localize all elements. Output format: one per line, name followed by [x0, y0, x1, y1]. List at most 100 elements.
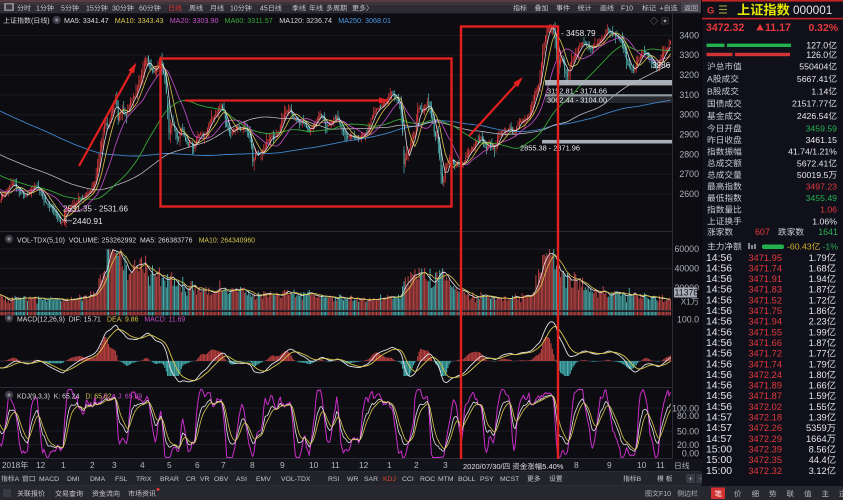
- svg-text:1.68: 1.68: [809, 263, 827, 273]
- svg-text:14:56: 14:56: [706, 295, 732, 306]
- svg-text:14:56: 14:56: [706, 381, 732, 392]
- svg-text:-: -: [700, 476, 703, 483]
- svg-text:3459.59: 3459.59: [806, 124, 838, 134]
- svg-text:MACD(12,26,9) DIF: 15.71: MACD(12,26,9) DIF: 15.71: [17, 317, 101, 324]
- svg-text:MA10: 264340960: MA10: 264340960: [199, 238, 255, 245]
- svg-text:1.14: 1.14: [811, 86, 828, 96]
- svg-text:3471.91: 3471.91: [748, 274, 782, 284]
- svg-text:WR: WR: [347, 476, 358, 483]
- svg-text:6: 6: [195, 460, 200, 470]
- svg-text:1.39: 1.39: [809, 413, 827, 423]
- svg-text:1.80: 1.80: [809, 370, 827, 380]
- svg-text:14:56: 14:56: [706, 327, 732, 338]
- svg-text:MCST: MCST: [500, 476, 519, 483]
- svg-text:3472.35: 3472.35: [748, 455, 782, 465]
- svg-text:CCI: CCI: [402, 476, 414, 483]
- svg-text:3471.75: 3471.75: [748, 306, 782, 316]
- svg-text:11: 11: [331, 460, 340, 470]
- svg-text:10: 10: [309, 460, 319, 470]
- svg-text:3286: 3286: [652, 61, 671, 70]
- svg-text:3200: 3200: [679, 70, 699, 80]
- svg-text:DEA: 9.86: DEA: 9.86: [107, 317, 139, 324]
- svg-text:2600: 2600: [679, 189, 699, 199]
- svg-text:14:57: 14:57: [706, 423, 732, 434]
- svg-text:12: 12: [36, 460, 46, 470]
- svg-text:14:56: 14:56: [706, 274, 732, 285]
- svg-text:14:56: 14:56: [706, 359, 732, 370]
- svg-text:3471.72: 3471.72: [748, 349, 782, 359]
- svg-text:550404: 550404: [799, 62, 828, 72]
- svg-text:3471.74: 3471.74: [748, 263, 782, 273]
- svg-text:3: 3: [112, 460, 117, 470]
- svg-text:2440.91: 2440.91: [72, 216, 103, 226]
- svg-text:3471.87: 3471.87: [748, 391, 782, 401]
- svg-text:10: 10: [230, 6, 238, 13]
- svg-text:14:56: 14:56: [706, 317, 732, 328]
- svg-text:3497.23: 3497.23: [806, 182, 838, 192]
- svg-text:127.0: 127.0: [806, 41, 828, 51]
- svg-text:1.55: 1.55: [809, 402, 827, 412]
- svg-text:126.0: 126.0: [806, 50, 828, 60]
- svg-text:A: A: [15, 476, 20, 483]
- svg-text:): ): [47, 18, 49, 25]
- svg-text:41.74/1.21%: 41.74/1.21%: [788, 147, 837, 157]
- svg-text:60000: 60000: [675, 244, 700, 254]
- svg-text:1.86: 1.86: [809, 306, 827, 316]
- svg-text:1.77: 1.77: [809, 349, 827, 359]
- svg-text:1.79: 1.79: [809, 359, 827, 369]
- svg-text:CR: CR: [186, 476, 196, 483]
- svg-text:VOL-TDX: VOL-TDX: [281, 476, 311, 483]
- svg-text:30: 30: [112, 6, 120, 13]
- svg-text:11378: 11378: [675, 288, 699, 298]
- svg-text:14:56: 14:56: [706, 391, 732, 402]
- svg-text:3152.81 - 3174.66: 3152.81 - 3174.66: [547, 87, 607, 96]
- svg-text:3471.95: 3471.95: [748, 253, 782, 263]
- svg-text:1.87: 1.87: [809, 285, 827, 295]
- svg-text:14:56: 14:56: [706, 253, 732, 264]
- svg-text:3471.66: 3471.66: [748, 338, 782, 348]
- svg-text:VR: VR: [200, 476, 210, 483]
- svg-text:F10: F10: [621, 6, 633, 13]
- svg-text:2: 2: [90, 460, 95, 470]
- svg-text:3472.32: 3472.32: [706, 22, 744, 34]
- svg-text:5.40%: 5.40%: [542, 462, 564, 471]
- svg-text:4: 4: [140, 460, 145, 470]
- svg-text:BOLL: BOLL: [458, 476, 476, 483]
- svg-text:21517.77: 21517.77: [792, 99, 828, 109]
- svg-text:-60.43: -60.43: [787, 242, 812, 252]
- svg-text:45: 45: [260, 6, 268, 13]
- svg-text:5: 5: [167, 460, 172, 470]
- svg-text:1: 1: [387, 460, 392, 470]
- svg-text:EMV: EMV: [256, 476, 271, 483]
- svg-text:F10: F10: [659, 491, 671, 498]
- svg-text:3472.26: 3472.26: [748, 423, 782, 433]
- svg-text:15:00: 15:00: [706, 466, 732, 477]
- svg-text:MACD: MACD: [39, 476, 59, 483]
- svg-text:D: 65.02: D: 65.02: [86, 394, 112, 401]
- svg-text:14:56: 14:56: [706, 306, 732, 317]
- svg-text:100.0: 100.0: [677, 315, 699, 325]
- svg-text:-1%: -1%: [823, 242, 839, 252]
- svg-text:3461.15: 3461.15: [806, 135, 838, 145]
- svg-text:1.06%: 1.06%: [812, 216, 837, 226]
- svg-text:X1: X1: [681, 298, 691, 307]
- svg-text:+: +: [660, 6, 664, 13]
- svg-text:3471.55: 3471.55: [748, 327, 782, 337]
- svg-text:9: 9: [280, 460, 285, 470]
- svg-text:SAR: SAR: [364, 476, 378, 483]
- svg-text:B: B: [637, 476, 642, 483]
- svg-text:12: 12: [359, 460, 369, 470]
- svg-text:2018: 2018: [2, 461, 21, 470]
- svg-text:3472.32: 3472.32: [748, 466, 782, 476]
- svg-text:14:56: 14:56: [706, 402, 732, 413]
- svg-text:G: G: [707, 6, 714, 17]
- svg-text:FSL: FSL: [115, 476, 128, 483]
- svg-text:OBV: OBV: [214, 476, 229, 483]
- svg-text:0.32%: 0.32%: [809, 23, 838, 34]
- svg-text:3472.39: 3472.39: [748, 445, 782, 455]
- svg-text:2426.54: 2426.54: [797, 111, 829, 121]
- svg-text:3.12: 3.12: [809, 466, 827, 476]
- svg-text:2.23: 2.23: [809, 317, 827, 327]
- svg-text:B: B: [707, 86, 713, 96]
- svg-text:3300: 3300: [679, 50, 699, 60]
